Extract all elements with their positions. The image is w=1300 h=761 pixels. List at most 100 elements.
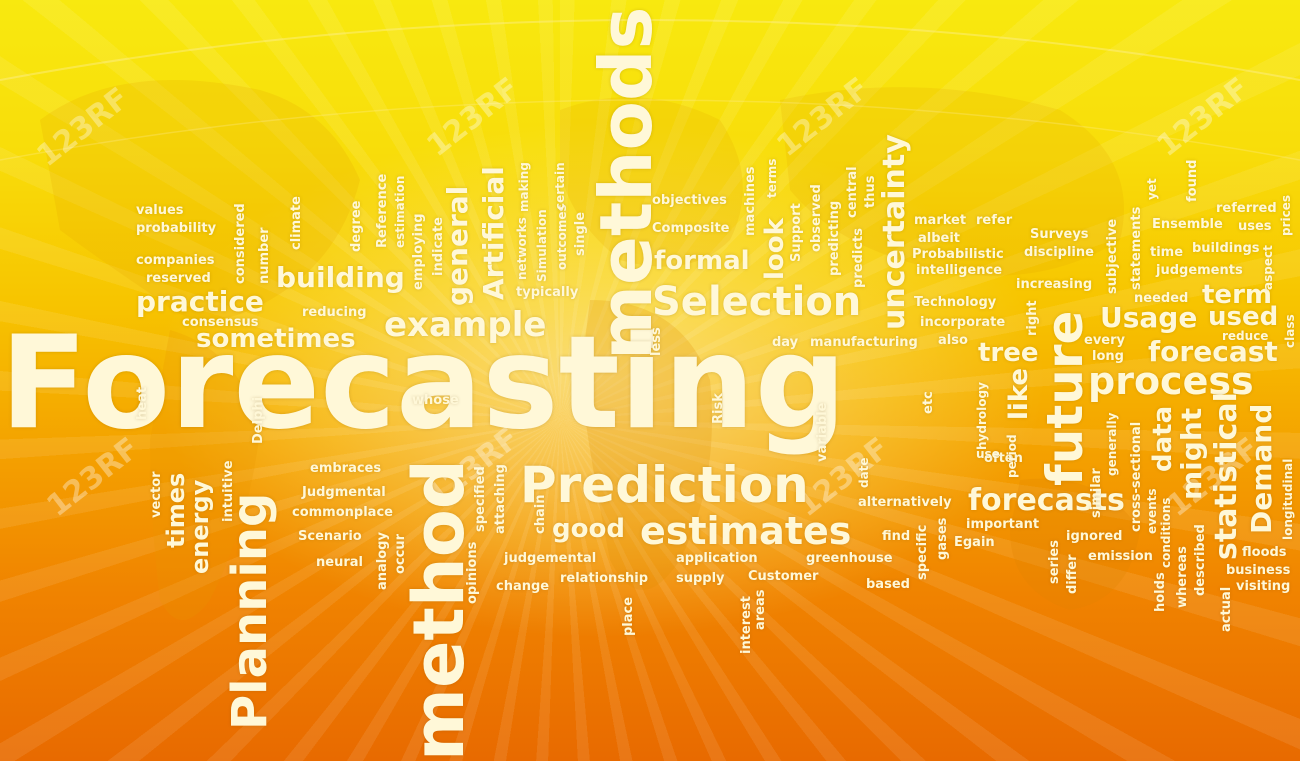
word-holds: holds	[1153, 572, 1168, 612]
word-variable: variable	[815, 402, 830, 462]
word-customer: Customer	[748, 569, 819, 584]
word-artificial: Artificial	[477, 166, 510, 300]
word-process: process	[1088, 359, 1254, 403]
word-right: right	[1025, 300, 1040, 336]
word-attaching: attaching	[493, 464, 508, 534]
word-buildings: buildings	[1192, 241, 1260, 256]
word-referred: referred	[1216, 201, 1277, 216]
word-forecasts: forecasts	[968, 483, 1125, 518]
word-term: term	[1202, 280, 1272, 310]
word-based: based	[866, 577, 910, 592]
word-gases: gases	[935, 517, 950, 560]
word-outcomes: outcomes	[555, 204, 569, 270]
word-actual: actual	[1219, 586, 1234, 632]
word-uncertainty: uncertainty	[877, 134, 912, 330]
word-delphi: Delphi	[251, 396, 266, 444]
word-etc: etc	[921, 391, 936, 414]
word-occur: occur	[393, 533, 408, 574]
word-reduce: reduce	[1222, 329, 1269, 343]
word-period: period	[1005, 434, 1019, 478]
word-degree: degree	[349, 200, 364, 252]
word-judgemental: judgemental	[504, 551, 597, 566]
background-glow	[150, 120, 1050, 640]
word-class: class	[1283, 314, 1297, 348]
word-egain: Egain	[954, 535, 995, 550]
word-like: like	[1004, 367, 1034, 420]
word-values: values	[136, 203, 184, 218]
word-method: method	[398, 459, 480, 761]
word-hydrology: hydrology	[975, 382, 989, 450]
word-series: series	[1047, 540, 1062, 584]
word-formal: formal	[654, 246, 750, 276]
word-consensus: consensus	[182, 315, 259, 330]
word-discipline: discipline	[1024, 245, 1094, 260]
word-data: data	[1148, 405, 1178, 472]
word-yet: yet	[1145, 178, 1159, 200]
word-needed: needed	[1134, 291, 1189, 306]
word-demand: Demand	[1245, 403, 1278, 534]
word-important: important	[966, 517, 1040, 532]
word-use: use	[976, 447, 1000, 461]
word-central: central	[845, 166, 860, 218]
word-generally: generally	[1105, 412, 1119, 476]
word-ignored: ignored	[1066, 529, 1123, 544]
word-date: date	[857, 457, 871, 488]
word-probabilistic: Probabilistic	[912, 247, 1004, 262]
word-similar: similar	[1089, 468, 1104, 518]
word-times: times	[162, 472, 190, 548]
word-climate: climate	[289, 196, 304, 250]
word-vector: vector	[149, 471, 164, 518]
word-used: used	[1208, 302, 1279, 332]
word-employing: employing	[411, 213, 426, 290]
word-manufacturing: manufacturing	[810, 335, 918, 350]
word-described: described	[1193, 524, 1208, 596]
word-estimates: estimates	[640, 509, 852, 553]
word-single: single	[573, 211, 588, 256]
word-neural: neural	[316, 555, 363, 570]
word-future: future	[1036, 310, 1094, 486]
word-relationship: relationship	[560, 571, 649, 586]
word-selection: Selection	[652, 279, 862, 325]
word-emission: emission	[1088, 549, 1153, 564]
word-support: Support	[789, 203, 804, 262]
word-composite: Composite	[652, 221, 730, 236]
word-building: building	[276, 261, 405, 294]
word-practice: practice	[136, 285, 264, 318]
word-areas: areas	[753, 589, 768, 630]
word-look: look	[760, 218, 790, 280]
word-events: events	[1145, 488, 1159, 534]
word-often: often	[984, 451, 1023, 466]
word-technology: Technology	[914, 295, 997, 310]
word-whose: whose	[412, 393, 459, 408]
word-reducing: reducing	[302, 305, 367, 320]
word-planning: Planning	[222, 492, 278, 730]
word-energy: energy	[186, 479, 214, 574]
word-incorporate: incorporate	[920, 315, 1006, 330]
word-embraces: embraces	[310, 461, 382, 476]
word-find: find	[882, 529, 911, 544]
word-statistical: statistical	[1209, 392, 1244, 560]
word-alternatively: alternatively	[858, 495, 952, 510]
word-whereas: whereas	[1175, 546, 1190, 608]
word-good: good	[552, 514, 625, 544]
word-greenhouse: greenhouse	[806, 551, 893, 566]
word-methods: methods	[584, 6, 668, 360]
word-application: application	[676, 551, 758, 566]
word-number: number	[257, 227, 272, 284]
word-time: time	[1150, 245, 1184, 260]
word-opinions: opinions	[465, 541, 480, 604]
word-visiting: visiting	[1236, 579, 1291, 594]
word-usage: Usage	[1100, 301, 1198, 334]
word-ensemble: Ensemble	[1152, 217, 1223, 232]
word-simulation: Simulation	[535, 209, 549, 282]
word-intuitive: intuitive	[221, 460, 236, 522]
word-change: change	[496, 579, 550, 594]
word-reserved: reserved	[146, 271, 211, 286]
word-making: making	[517, 162, 531, 212]
word-specific: specific	[915, 524, 930, 580]
word-prediction: Prediction	[520, 456, 809, 514]
word-companies: companies	[136, 253, 215, 268]
word-indicate: indicate	[431, 217, 446, 276]
word-floods: floods	[1242, 545, 1287, 560]
word-scenario: Scenario	[298, 529, 362, 544]
